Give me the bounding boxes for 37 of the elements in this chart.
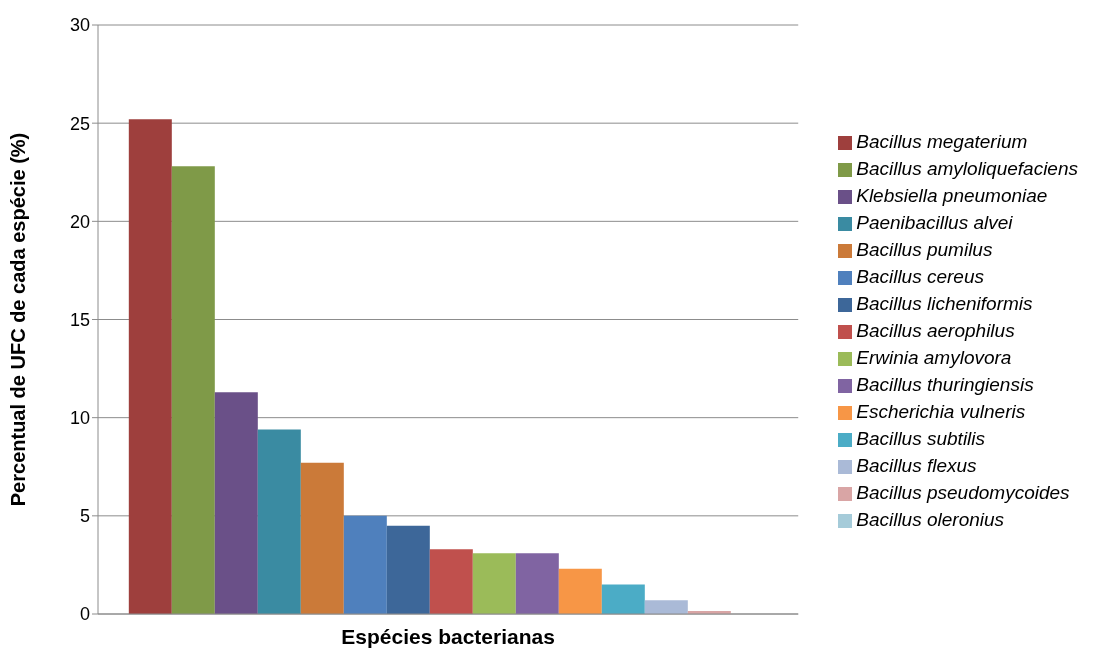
bar	[343, 515, 387, 614]
bar	[386, 525, 430, 614]
y-tick-label: 10	[69, 408, 90, 429]
bar	[214, 392, 258, 614]
y-tick-label: 5	[79, 506, 90, 527]
legend-label: Bacillus pseudomycoides	[856, 481, 1070, 503]
legend-label: Bacillus megaterium	[856, 130, 1028, 152]
bar	[300, 462, 344, 614]
legend-label: Bacillus flexus	[856, 454, 977, 476]
bar	[429, 549, 473, 614]
y-tick-label: 20	[69, 211, 90, 232]
legend-label: Klebsiella pneumoniae	[856, 184, 1048, 206]
y-axis-title: Percentual de UFC de cada espécie (%)	[7, 132, 30, 507]
legend-label: Bacillus oleronius	[856, 508, 1005, 530]
y-tick-label: 30	[69, 15, 90, 36]
legend-label: Paenibacillus alvei	[856, 211, 1013, 233]
legend-label: Bacillus licheniformis	[856, 292, 1033, 314]
legend-label: Bacillus amyloliquefaciens	[856, 157, 1078, 179]
bar	[644, 600, 688, 614]
bar	[257, 429, 301, 614]
y-tick-label: 0	[79, 604, 90, 625]
legend-label: Escherichia vulneris	[856, 400, 1026, 422]
legend-label: Bacillus thuringiensis	[856, 373, 1034, 395]
legend-label: Bacillus pumilus	[856, 238, 993, 260]
bar	[171, 166, 215, 614]
legend-label: Bacillus cereus	[856, 265, 984, 287]
bar	[515, 553, 559, 614]
legend-label: Bacillus aerophilus	[856, 319, 1015, 341]
bar	[558, 568, 602, 614]
bar	[601, 584, 645, 614]
y-tick-label: 15	[69, 309, 90, 330]
y-tick-label: 25	[69, 113, 90, 134]
bar	[128, 119, 172, 614]
legend-label: Bacillus subtilis	[856, 427, 986, 449]
x-axis-title: Espécies bacterianas	[341, 625, 555, 648]
bar	[472, 553, 516, 614]
legend-label: Erwinia amylovora	[856, 346, 1012, 368]
